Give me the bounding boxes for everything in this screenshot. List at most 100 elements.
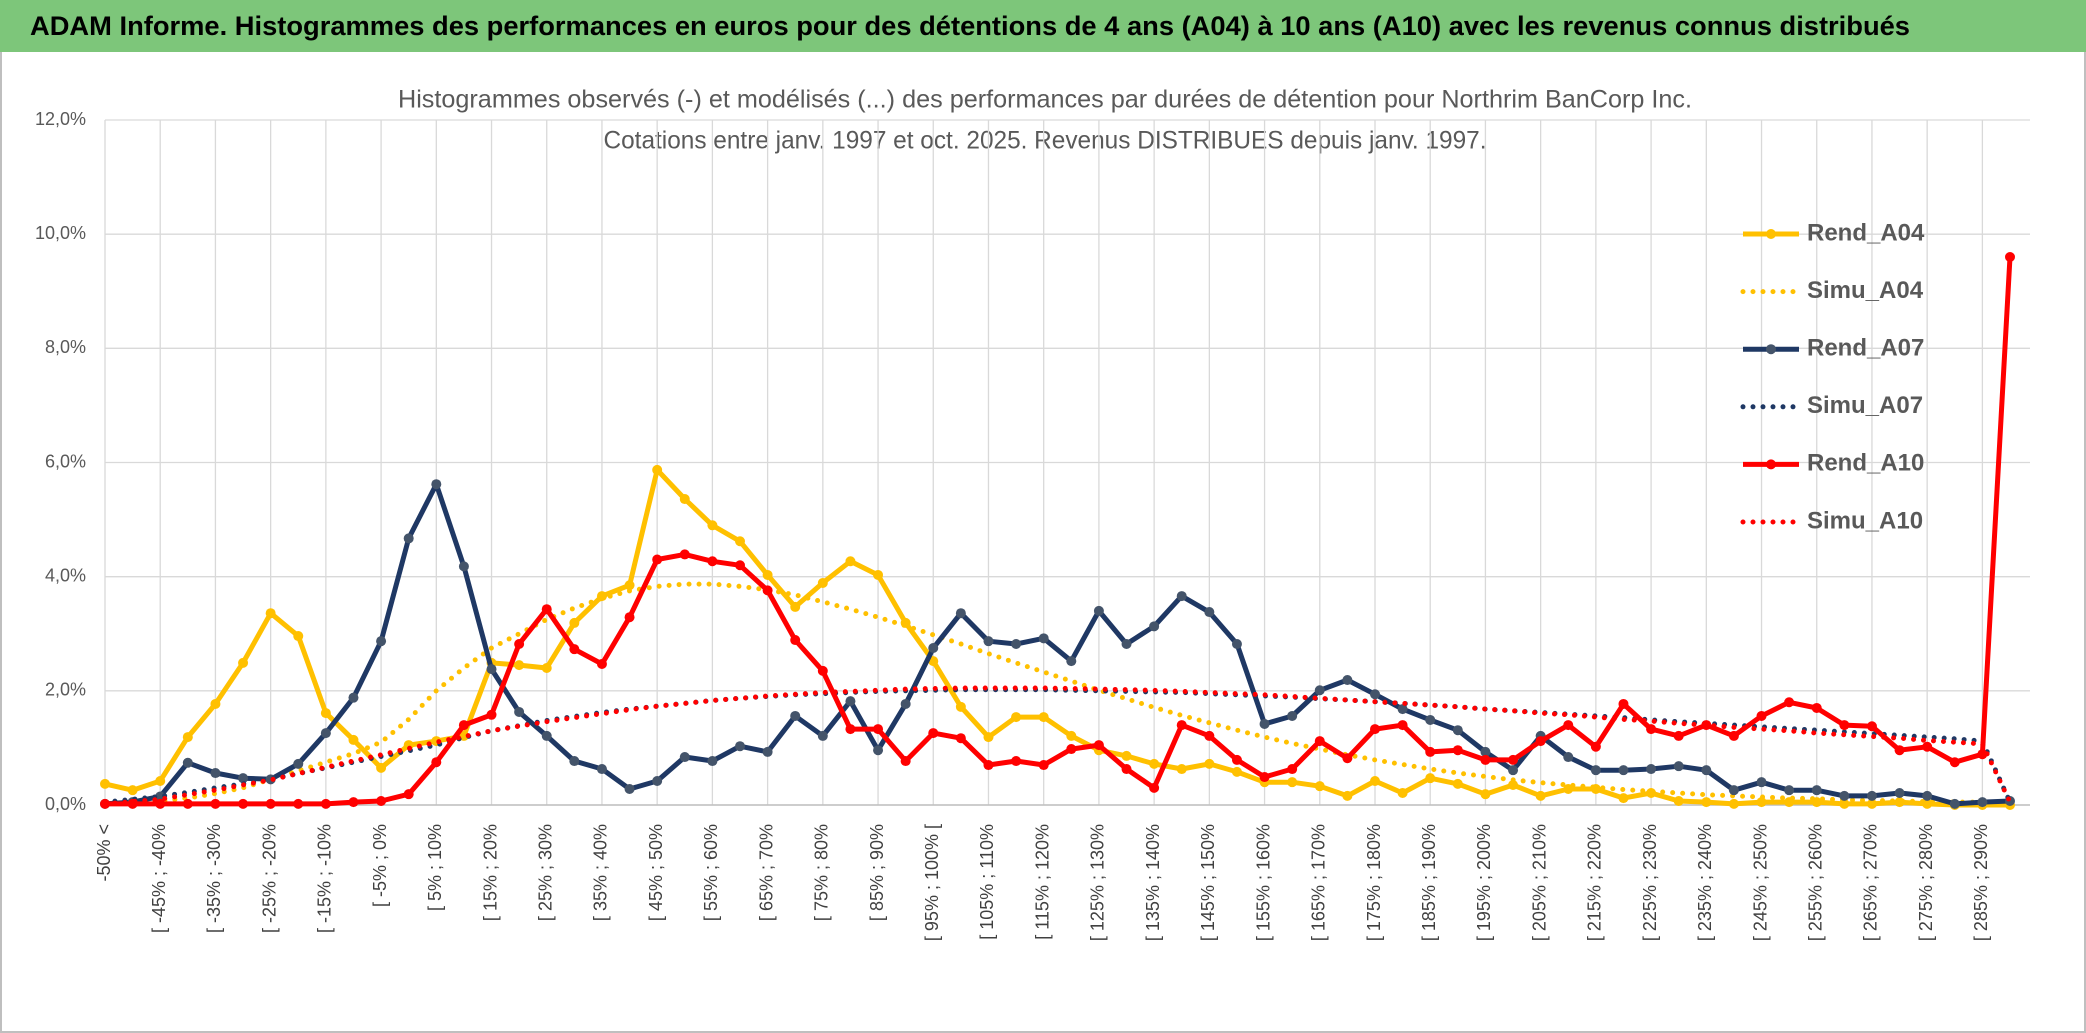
point-marker	[624, 612, 635, 623]
point-marker	[1011, 756, 1022, 767]
point-marker	[873, 745, 884, 756]
x-tick-label: [ 165% ; 170%	[1309, 824, 1329, 941]
point-marker	[265, 798, 276, 809]
point-marker	[431, 479, 442, 490]
point-marker	[596, 764, 607, 775]
point-marker	[790, 710, 801, 721]
x-tick-label: [ 15% ; 20%	[480, 824, 500, 921]
point-marker	[1038, 760, 1049, 771]
x-tick-label: [ 135% ; 140%	[1143, 824, 1163, 941]
point-marker	[1452, 778, 1463, 789]
point-marker	[707, 520, 718, 531]
point-marker	[348, 734, 359, 745]
legend-marker	[1766, 344, 1776, 355]
point-marker	[817, 577, 828, 588]
point-marker	[210, 798, 221, 809]
point-marker	[127, 785, 138, 796]
point-marker	[1673, 730, 1684, 741]
point-marker	[1011, 712, 1022, 723]
point-marker	[1922, 790, 1933, 801]
point-marker	[845, 556, 856, 567]
point-marker	[652, 776, 663, 787]
point-marker	[790, 635, 801, 646]
point-marker	[1590, 765, 1601, 776]
x-tick-label: [ 225% ; 230%	[1640, 824, 1660, 941]
point-marker	[1066, 744, 1077, 755]
point-marker	[514, 706, 525, 717]
point-marker	[541, 663, 552, 673]
point-marker	[1011, 639, 1022, 650]
point-marker	[1811, 702, 1822, 713]
point-marker	[845, 724, 856, 735]
point-marker	[100, 778, 110, 789]
point-marker	[541, 604, 552, 615]
point-marker	[1977, 797, 1988, 808]
point-marker	[1149, 758, 1160, 769]
point-marker	[1204, 730, 1215, 741]
point-marker	[652, 554, 663, 565]
point-marker	[624, 784, 635, 795]
banner-title: ADAM Informe. Histogrammes des performan…	[30, 11, 1910, 41]
point-marker	[707, 556, 718, 567]
point-marker	[1866, 721, 1877, 732]
point-marker	[182, 732, 193, 743]
point-marker	[762, 569, 773, 580]
point-marker	[458, 720, 469, 731]
point-marker	[1618, 765, 1629, 776]
legend-label: Rend_A10	[1807, 450, 1924, 477]
point-marker	[569, 617, 580, 628]
point-marker	[1756, 777, 1767, 788]
x-tick-label: [ 125% ; 130%	[1088, 824, 1108, 941]
point-marker	[431, 757, 442, 768]
point-marker	[955, 608, 966, 619]
legend-label: Rend_A04	[1807, 219, 1925, 246]
point-marker	[1866, 790, 1877, 801]
point-marker	[1425, 714, 1436, 725]
point-marker	[1673, 796, 1684, 807]
point-marker	[596, 659, 607, 670]
point-marker	[679, 494, 690, 505]
point-marker	[1370, 724, 1380, 735]
point-marker	[1894, 788, 1905, 799]
point-marker	[293, 758, 304, 769]
point-marker	[1231, 639, 1242, 650]
point-marker	[569, 644, 580, 655]
chart-subtitle: Cotations entre janv. 1997 et oct. 2025.…	[604, 127, 1487, 155]
point-marker	[1425, 746, 1436, 757]
point-marker	[928, 728, 939, 739]
point-marker	[376, 762, 387, 773]
series-line	[104, 481, 2011, 807]
point-marker	[1701, 765, 1712, 776]
x-tick-label: [ 45% ; 50%	[646, 824, 666, 921]
point-marker	[403, 533, 414, 544]
y-tick-label: 0,0%	[45, 794, 86, 814]
point-marker	[1646, 764, 1657, 775]
point-marker	[1784, 785, 1795, 796]
x-tick-label: [ 285% ; 290%	[1971, 824, 1991, 941]
banner	[0, 0, 2086, 52]
point-marker	[1673, 761, 1684, 772]
point-marker	[679, 752, 690, 763]
y-tick-label: 8,0%	[45, 337, 86, 357]
point-marker	[486, 664, 497, 675]
point-marker	[320, 708, 331, 719]
x-tick-label: [ 235% ; 240%	[1695, 824, 1715, 941]
point-marker	[348, 797, 359, 808]
point-marker	[707, 756, 718, 767]
point-marker	[1121, 750, 1132, 761]
chart-title: Histogrammes observés (-) et modélisés (…	[398, 86, 1692, 114]
point-marker	[762, 746, 773, 757]
x-tick-label: [ 55% ; 60%	[701, 824, 721, 921]
x-tick-label: [ 115% ; 120%	[1032, 824, 1052, 940]
point-marker	[1756, 710, 1767, 721]
point-marker	[1066, 730, 1077, 741]
point-marker	[900, 756, 911, 767]
point-marker	[1287, 710, 1298, 721]
point-marker	[652, 464, 663, 475]
point-marker	[983, 760, 994, 771]
point-marker	[1259, 772, 1270, 783]
point-marker	[1397, 788, 1408, 799]
point-marker	[1590, 741, 1601, 752]
